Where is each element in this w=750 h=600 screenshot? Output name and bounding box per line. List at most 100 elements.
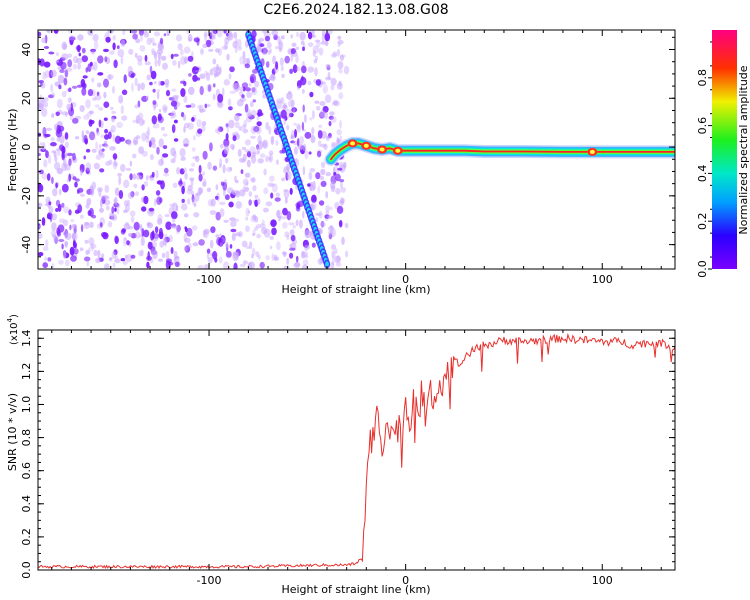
noise-blob — [89, 119, 95, 125]
noise-blob — [199, 73, 206, 79]
noise-blob — [218, 66, 222, 75]
noise-blob — [199, 108, 206, 113]
noise-blob — [151, 171, 155, 178]
noise-blob — [141, 132, 147, 142]
noise-blob — [73, 248, 79, 255]
noise-blob — [253, 126, 260, 133]
noise-blob — [332, 99, 339, 105]
noise-blob — [56, 98, 63, 109]
noise-blob — [79, 193, 85, 197]
noise-blob — [162, 153, 169, 158]
noise-blob — [83, 114, 90, 120]
noise-blob — [97, 148, 102, 155]
noise-blob — [233, 31, 238, 39]
noise-blob — [89, 131, 96, 141]
noise-blob — [257, 198, 261, 205]
noise-blob — [41, 142, 46, 151]
noise-blob — [320, 180, 327, 187]
noise-blob — [172, 94, 180, 99]
noise-blob — [223, 219, 229, 223]
noise-blob — [158, 109, 162, 113]
noise-blob — [270, 74, 276, 82]
noise-blob — [336, 205, 344, 214]
noise-blob — [151, 50, 157, 56]
top-x-tick-labels: -100 0 100 — [197, 273, 613, 286]
noise-blob — [162, 62, 168, 70]
carrier-trace — [324, 136, 675, 166]
noise-blob — [80, 224, 84, 233]
noise-blob — [263, 168, 267, 176]
noise-blob — [283, 189, 288, 193]
noise-blob — [183, 114, 187, 121]
noise-blob — [215, 48, 220, 53]
noise-blob — [144, 54, 148, 62]
noise-blob — [328, 115, 334, 120]
x-tick-label: 0 — [402, 574, 409, 587]
noise-blob — [280, 109, 287, 119]
noise-blob — [99, 222, 103, 228]
noise-blob — [141, 184, 145, 191]
noise-blob — [262, 93, 266, 99]
noise-blob — [46, 30, 51, 33]
noise-blob — [121, 228, 126, 234]
noise-blob — [41, 37, 47, 44]
noise-blob — [98, 107, 104, 111]
bottom-axis-ticks — [38, 330, 675, 571]
noise-blob — [156, 146, 160, 155]
noise-blob — [50, 142, 57, 147]
noise-blob — [104, 128, 109, 134]
noise-blob — [241, 146, 247, 151]
noise-blob — [193, 203, 197, 208]
noise-blob — [271, 30, 279, 36]
noise-blob — [147, 251, 150, 261]
noise-blob — [171, 88, 177, 92]
noise-blob — [160, 180, 165, 190]
noise-blob — [123, 237, 128, 241]
noise-blob — [111, 251, 117, 259]
noise-blob — [77, 63, 81, 70]
noise-blob — [72, 234, 77, 240]
noise-blob — [170, 247, 174, 254]
noise-blob — [242, 178, 249, 186]
noise-blob — [72, 63, 77, 70]
noise-blob — [283, 189, 290, 199]
noise-blob — [186, 30, 190, 35]
noise-blob — [101, 253, 105, 259]
noise-blob — [47, 30, 51, 34]
noise-blob — [111, 206, 115, 214]
noise-blob — [207, 161, 212, 170]
noise-blob — [109, 129, 114, 133]
noise-blob — [61, 183, 69, 193]
noise-blob — [242, 51, 246, 60]
noise-blob — [183, 126, 186, 133]
noise-blob — [91, 181, 97, 190]
noise-blob — [176, 224, 181, 233]
noise-blob — [151, 250, 158, 256]
noise-blob — [95, 257, 101, 264]
trace-peak-core — [589, 149, 595, 154]
noise-blob — [109, 50, 115, 55]
noise-blob — [223, 138, 230, 148]
noise-blob — [290, 136, 295, 140]
noise-blob — [85, 249, 90, 255]
noise-blob — [248, 199, 252, 206]
y-tick-label: 0.4 — [20, 495, 33, 513]
noise-blob — [218, 256, 223, 264]
noise-blob — [292, 224, 296, 229]
noise-blob — [230, 143, 235, 150]
noise-blob — [66, 179, 70, 183]
noise-blob — [112, 42, 116, 51]
noise-blob — [131, 82, 134, 92]
noise-blob — [155, 190, 161, 196]
noise-blob — [175, 225, 181, 235]
noise-blob — [315, 217, 319, 223]
noise-blob — [228, 106, 233, 111]
noise-blob — [81, 55, 89, 63]
noise-blob — [100, 134, 105, 138]
noise-blob — [292, 108, 296, 113]
noise-blob — [302, 143, 307, 152]
noise-blob — [302, 88, 305, 94]
noise-blob — [85, 67, 89, 73]
noise-blob — [195, 193, 200, 202]
noise-blob — [336, 82, 343, 90]
